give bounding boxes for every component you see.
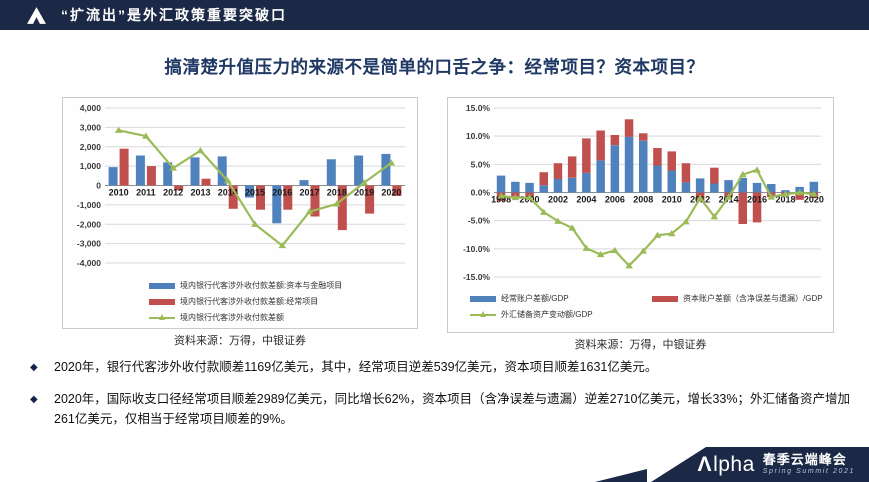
svg-text:2020: 2020 (381, 188, 401, 198)
svg-text:-4,000: -4,000 (77, 258, 101, 268)
svg-text:4,000: 4,000 (80, 103, 102, 113)
bullet-item: ◆ 2020年，银行代客涉外收付款顺差1169亿美元，其中，经常项目逆差539亿… (30, 358, 851, 377)
svg-text:15.0%: 15.0% (466, 103, 491, 113)
svg-text:-10.0%: -10.0% (463, 244, 490, 254)
left-chart-panel: -4,000 -3,000 -2,000 -1,000 0 1,000 2,000 3,000… (62, 97, 418, 329)
svg-text:-3,000: -3,000 (77, 239, 101, 249)
right-chart-panel: -15.0% -10.0% -5.0% 0.0% 5.0% 10.0% 15.0% 1998 2… (447, 97, 834, 333)
svg-text:-2,000: -2,000 (77, 219, 101, 229)
right-chart-source: 资料来源：万得，中银证券 (574, 339, 707, 351)
svg-text:2002: 2002 (548, 195, 568, 205)
left-chart-legend: 境内银行代客涉外收付款差额:资本与金融项目 境内银行代客涉外收付款差额:经常项目境… (65, 280, 415, 323)
svg-text:-1,000: -1,000 (77, 200, 101, 210)
right-chart-bars-line: -15.0% -10.0% -5.0% 0.0% 5.0% 10.0% 15.0% 1998 2… (450, 101, 831, 292)
header-bar: “扩流出”是外汇政策重要突破口 (0, 0, 869, 30)
svg-text:2010: 2010 (662, 195, 682, 205)
svg-text:-15.0%: -15.0% (463, 272, 490, 282)
left-chart-source: 资料来源：万得，中银证券 (174, 335, 306, 347)
bullet-text: 2020年，国际收支口径经常项目顺差2989亿美元，同比增长62%，资本项目（含… (54, 392, 850, 426)
svg-text:10.0%: 10.0% (466, 131, 491, 141)
svg-text:2006: 2006 (605, 195, 625, 205)
diamond-bullet-icon: ◆ (30, 362, 38, 373)
svg-text:-5.0%: -5.0% (468, 216, 491, 226)
svg-text:2012: 2012 (163, 188, 183, 198)
svg-text:3,000: 3,000 (80, 122, 102, 132)
alpha-triangle-icon (26, 6, 47, 25)
svg-text:2016: 2016 (272, 188, 292, 198)
alpha-lambda: Λ (697, 452, 713, 476)
bullet-list: ◆ 2020年，银行代客涉外收付款顺差1169亿美元，其中，经常项目逆差539亿… (30, 358, 851, 442)
diamond-bullet-icon: ◆ (30, 394, 38, 406)
banner-title: 春季云端峰会 (762, 452, 847, 467)
svg-text:2018: 2018 (327, 188, 347, 198)
svg-text:2020: 2020 (804, 195, 824, 205)
svg-text:1998: 1998 (491, 195, 511, 205)
svg-text:2019: 2019 (354, 188, 374, 198)
svg-text:2017: 2017 (300, 188, 320, 198)
svg-text:2010: 2010 (109, 188, 129, 198)
bullet-text: 2020年，银行代客涉外收付款顺差1169亿美元，其中，经常项目逆差539亿美元… (54, 360, 658, 374)
svg-text:2004: 2004 (576, 195, 596, 205)
svg-text:5.0%: 5.0% (471, 159, 491, 169)
svg-text:2,000: 2,000 (80, 142, 102, 152)
alpha-rest: lpha (713, 452, 755, 476)
svg-text:2011: 2011 (136, 188, 156, 198)
svg-text:2008: 2008 (633, 195, 653, 205)
svg-text:2013: 2013 (190, 188, 210, 198)
left-chart-bars-line: -4,000 -3,000 -2,000 -1,000 0 1,000 2,000 3,000… (65, 101, 415, 278)
slide-title: 搞清楚升值压力的来源不是简单的口舌之争：经常项目？资本项目？ (164, 57, 705, 77)
svg-text:2016: 2016 (747, 195, 767, 205)
svg-text:2015: 2015 (245, 188, 265, 198)
svg-text:1,000: 1,000 (80, 161, 102, 171)
svg-text:2018: 2018 (775, 195, 795, 205)
header-title: “扩流出”是外汇政策重要突破口 (61, 7, 287, 23)
svg-text:2014: 2014 (218, 188, 238, 198)
svg-text:0: 0 (96, 181, 101, 191)
bullet-item: ◆ 2020年，国际收支口径经常项目顺差2989亿美元，同比增长62%，资本项目… (30, 390, 851, 429)
banner-wedge (595, 469, 647, 482)
right-chart-legend: 经常账户差额/GDP 资本账户差额（含净误差与遗漏）/GDP 外汇储备资产变动额/G… (450, 293, 831, 320)
svg-text:0.0%: 0.0% (471, 188, 491, 198)
banner-subtitle: Spring Summit 2021 (762, 467, 855, 475)
